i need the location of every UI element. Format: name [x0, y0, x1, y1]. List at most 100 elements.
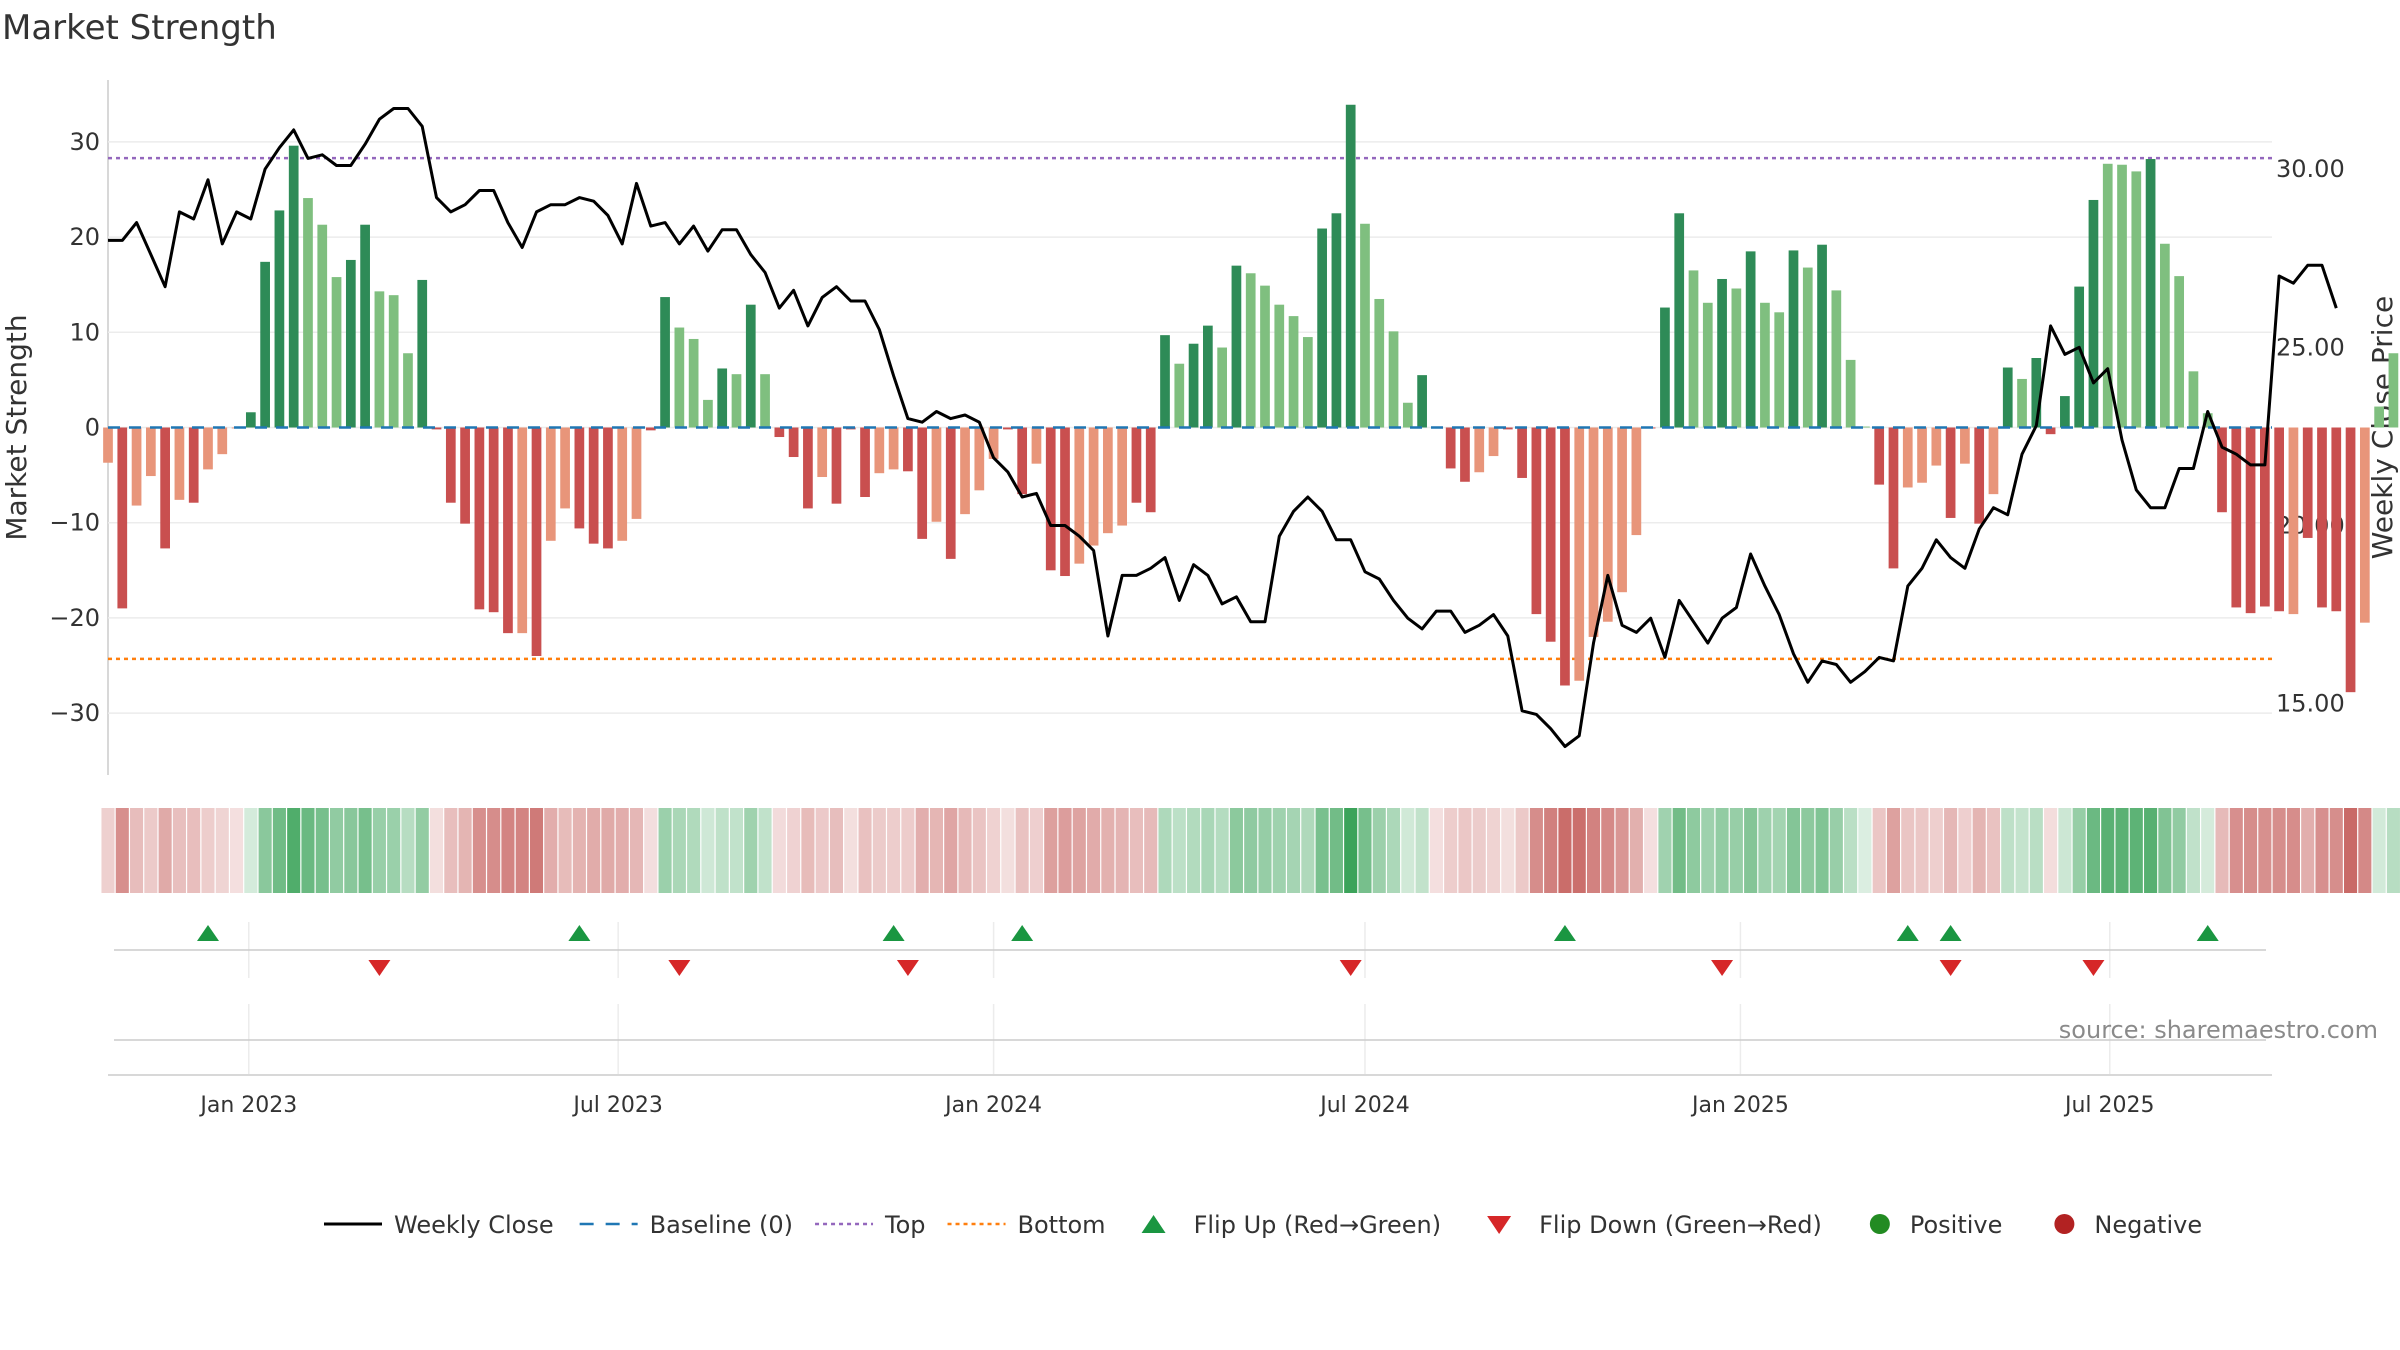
strength-strip-cell: [1258, 808, 1272, 893]
strength-strip-cell: [1686, 808, 1701, 893]
strength-strip-cell: [1458, 808, 1472, 893]
strength-bar: [2217, 427, 2227, 513]
strength-strip-cell: [558, 808, 572, 893]
strength-bar: [760, 374, 770, 428]
left-tick-label: 20: [69, 223, 100, 251]
strength-bar: [1517, 427, 1527, 478]
strength-strip-cell: [1601, 808, 1615, 893]
strength-strip-cell: [1886, 808, 1901, 893]
strength-bar: [974, 427, 985, 491]
strength-strip-cell: [1629, 808, 1643, 893]
strength-bar: [1617, 427, 1627, 593]
strength-bar: [1060, 427, 1070, 577]
strength-bar: [1960, 427, 1970, 464]
strength-bar: [517, 427, 528, 634]
strength-bar: [360, 224, 370, 428]
strength-strip-cell: [272, 808, 286, 893]
strength-bar: [660, 297, 670, 428]
strength-strip-cell: [1015, 808, 1029, 893]
strength-bar: [2131, 171, 2142, 428]
strength-strip-cell: [315, 808, 329, 893]
strength-strip-cell: [1058, 808, 1072, 893]
strength-bar: [503, 427, 513, 634]
left-tick-label: 10: [69, 318, 100, 346]
legend: Weekly Close Baseline (0) Top Bottom Flip Up…: [324, 1211, 2202, 1239]
strength-bar: [160, 427, 170, 549]
strength-strip-cell: [187, 808, 201, 893]
strength-bar: [688, 338, 699, 428]
strength-bar: [1717, 278, 1727, 428]
strength-strip-cell: [1044, 808, 1058, 893]
flip-up-marker: [2196, 925, 2219, 941]
strength-strip-cell: [615, 808, 629, 893]
strength-bar: [703, 399, 713, 428]
strength-strip-cell: [2001, 808, 2015, 893]
legend-label: Top: [884, 1211, 926, 1239]
strength-bar: [303, 198, 313, 428]
strength-bar: [1931, 427, 1942, 466]
strength-strip-cell: [744, 808, 758, 893]
strength-bar: [403, 353, 413, 428]
strength-bar: [1945, 427, 1956, 518]
strength-strip-cell: [887, 808, 901, 893]
strength-bar: [1117, 427, 1128, 526]
strength-bar: [1317, 228, 1327, 428]
legend-swatch-positive: [1869, 1214, 1890, 1234]
strength-bar: [945, 427, 956, 559]
strength-bar: [1245, 273, 1256, 428]
legend-label: Bottom: [1018, 1211, 1106, 1239]
strength-bar: [1574, 427, 1585, 681]
strength-bar: [274, 210, 285, 428]
strength-bar: [817, 427, 828, 478]
strength-strip-cell: [944, 808, 958, 893]
strength-bar: [2160, 243, 2170, 428]
strength-bar: [574, 427, 585, 529]
strength-bar: [2288, 427, 2299, 615]
flip-down-marker: [1939, 960, 1962, 976]
strength-bar: [1402, 402, 1413, 428]
strength-bar: [145, 427, 156, 477]
strength-bar: [2031, 358, 2042, 428]
right-tick-label: 25.00: [2276, 333, 2345, 361]
strength-strip-cell: [1301, 808, 1315, 893]
strength-strip-cell: [787, 808, 801, 893]
strength-strip-cell: [2158, 808, 2172, 893]
strength-bar: [2245, 427, 2256, 614]
strength-bar: [2202, 413, 2213, 428]
strength-strip-cell: [1915, 808, 1929, 893]
strength-bar: [631, 427, 642, 519]
x-tick-label: Jan 2025: [1690, 1093, 1789, 1118]
strength-strip-cell: [1401, 808, 1415, 893]
flip-down-marker: [2082, 960, 2105, 976]
strength-bar: [1588, 427, 1599, 637]
strength-bar: [874, 427, 885, 474]
flip-up-marker: [1896, 925, 1919, 941]
strength-strip-cell: [2101, 808, 2115, 893]
strength-strip-cell: [387, 808, 401, 893]
strength-bar: [488, 427, 499, 613]
strength-strip-cell: [515, 808, 529, 893]
legend-label: Baseline (0): [650, 1211, 793, 1239]
strength-bar: [960, 427, 970, 515]
strength-bar: [174, 427, 185, 500]
strength-bar: [531, 427, 542, 656]
strength-strip-cell: [1344, 808, 1358, 893]
strength-bar: [717, 368, 728, 428]
strength-strip-cell: [844, 808, 858, 893]
strength-bar: [188, 427, 199, 503]
flip-down-marker: [1339, 960, 1362, 976]
strength-strip-cell: [2201, 808, 2215, 893]
strength-strip-cell: [2172, 808, 2186, 893]
strength-strip-cell: [572, 808, 586, 893]
strength-strip-cell: [2029, 808, 2043, 893]
strength-strip-cell: [1144, 808, 1158, 893]
strength-bar: [417, 279, 428, 428]
strength-strip-cell: [1358, 808, 1372, 893]
strength-strip-cell: [2129, 808, 2143, 893]
source-text: source: sharemaestro.com: [2059, 1016, 2378, 1044]
flip-up-marker: [1939, 925, 1962, 941]
strength-strip-cell: [1387, 808, 1401, 893]
strength-strip-cell: [1972, 808, 1986, 893]
strength-bar: [2302, 427, 2313, 538]
strength-strip-cell: [772, 808, 786, 893]
